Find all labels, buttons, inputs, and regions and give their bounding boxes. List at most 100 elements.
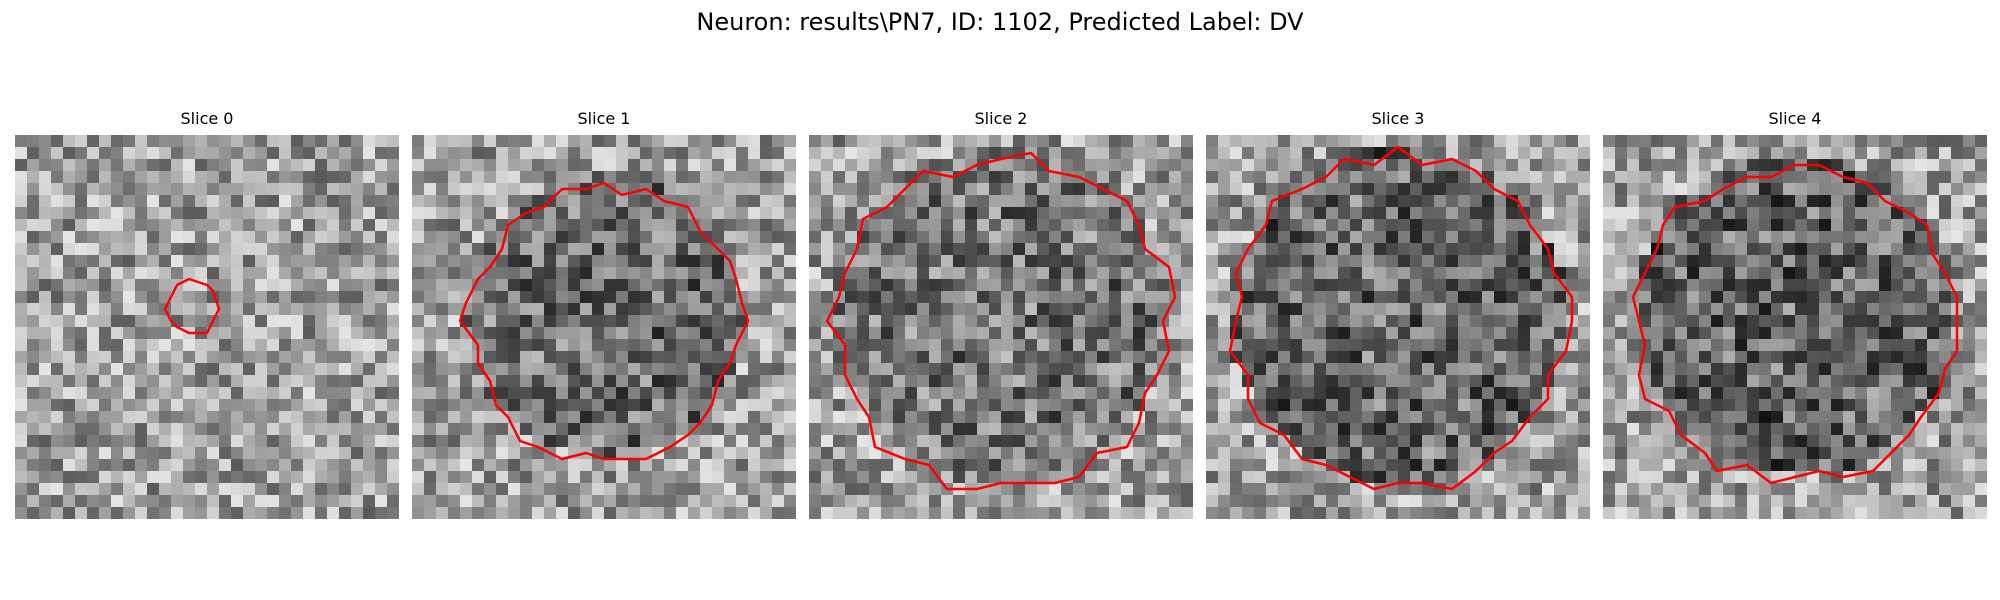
pixel bbox=[1723, 339, 1736, 352]
pixel bbox=[772, 423, 785, 436]
pixel bbox=[1266, 219, 1279, 232]
pixel bbox=[1458, 255, 1471, 268]
pixel bbox=[27, 363, 40, 376]
pixel bbox=[1001, 243, 1014, 256]
pixel bbox=[532, 447, 545, 460]
pixel bbox=[267, 279, 280, 292]
pixel bbox=[1374, 195, 1387, 208]
pixel bbox=[1783, 195, 1796, 208]
pixel bbox=[1627, 183, 1640, 196]
pixel bbox=[63, 387, 76, 400]
pixel bbox=[1230, 207, 1243, 220]
pixel bbox=[1446, 447, 1459, 460]
pixel bbox=[87, 315, 100, 328]
pixel bbox=[616, 303, 629, 316]
pixel bbox=[1578, 171, 1590, 184]
pixel bbox=[508, 159, 521, 172]
pixel bbox=[508, 303, 521, 316]
pixel bbox=[75, 507, 88, 519]
pixel bbox=[412, 231, 425, 244]
pixel bbox=[111, 411, 124, 424]
pixel bbox=[532, 459, 545, 472]
pixel bbox=[1855, 207, 1868, 220]
pixel bbox=[532, 219, 545, 232]
pixel bbox=[1867, 243, 1880, 256]
pixel bbox=[183, 363, 196, 376]
pixel bbox=[484, 411, 497, 424]
pixel bbox=[327, 339, 340, 352]
pixel bbox=[15, 231, 28, 244]
pixel bbox=[1482, 135, 1495, 148]
pixel bbox=[375, 435, 388, 448]
pixel bbox=[1951, 279, 1964, 292]
pixel bbox=[1819, 387, 1832, 400]
pixel bbox=[1819, 375, 1832, 388]
pixel bbox=[1013, 243, 1026, 256]
pixel bbox=[977, 219, 990, 232]
pixel bbox=[315, 483, 328, 496]
pixel bbox=[857, 435, 870, 448]
pixel bbox=[207, 207, 220, 220]
pixel bbox=[760, 303, 773, 316]
pixel bbox=[1578, 471, 1590, 484]
pixel bbox=[327, 231, 340, 244]
pixel bbox=[1711, 171, 1724, 184]
pixel bbox=[1386, 447, 1399, 460]
pixel bbox=[1338, 291, 1351, 304]
pixel bbox=[1037, 195, 1050, 208]
pixel bbox=[809, 351, 822, 364]
pixel bbox=[1145, 303, 1158, 316]
pixel bbox=[1783, 231, 1796, 244]
pixel bbox=[833, 255, 846, 268]
pixel bbox=[327, 327, 340, 340]
pixel bbox=[111, 495, 124, 508]
pixel bbox=[568, 507, 581, 519]
pixel bbox=[327, 483, 340, 496]
pixel bbox=[1831, 447, 1844, 460]
pixel bbox=[1530, 495, 1543, 508]
pixel bbox=[267, 435, 280, 448]
pixel bbox=[520, 351, 533, 364]
pixel bbox=[953, 207, 966, 220]
pixel bbox=[315, 303, 328, 316]
pixel bbox=[351, 327, 364, 340]
pixel bbox=[1651, 267, 1664, 280]
pixel bbox=[1109, 147, 1122, 160]
pixel bbox=[1855, 219, 1868, 232]
pixel bbox=[1266, 387, 1279, 400]
pixel bbox=[472, 423, 485, 436]
pixel bbox=[1879, 183, 1892, 196]
pixel bbox=[207, 243, 220, 256]
pixel bbox=[556, 291, 569, 304]
pixel bbox=[63, 243, 76, 256]
pixel bbox=[941, 447, 954, 460]
pixel bbox=[508, 447, 521, 460]
pixel bbox=[1819, 363, 1832, 376]
pixel bbox=[1362, 183, 1375, 196]
pixel bbox=[736, 387, 749, 400]
pixel bbox=[1603, 279, 1616, 292]
pixel bbox=[1963, 231, 1976, 244]
pixel bbox=[1374, 303, 1387, 316]
pixel bbox=[821, 351, 834, 364]
pixel bbox=[869, 459, 882, 472]
pixel bbox=[1133, 387, 1146, 400]
pixel bbox=[1939, 411, 1952, 424]
pixel bbox=[1615, 315, 1628, 328]
pixel bbox=[664, 303, 677, 316]
pixel bbox=[760, 459, 773, 472]
pixel bbox=[1867, 375, 1880, 388]
pixel bbox=[1578, 447, 1590, 460]
pixel bbox=[111, 315, 124, 328]
pixel bbox=[255, 375, 268, 388]
pixel bbox=[857, 147, 870, 160]
pixel bbox=[1314, 375, 1327, 388]
pixel bbox=[857, 267, 870, 280]
pixel bbox=[1723, 327, 1736, 340]
pixel bbox=[267, 135, 280, 148]
pixel bbox=[1506, 243, 1519, 256]
pixel bbox=[1001, 447, 1014, 460]
pixel bbox=[580, 483, 593, 496]
pixel bbox=[231, 315, 244, 328]
pixel bbox=[580, 375, 593, 388]
